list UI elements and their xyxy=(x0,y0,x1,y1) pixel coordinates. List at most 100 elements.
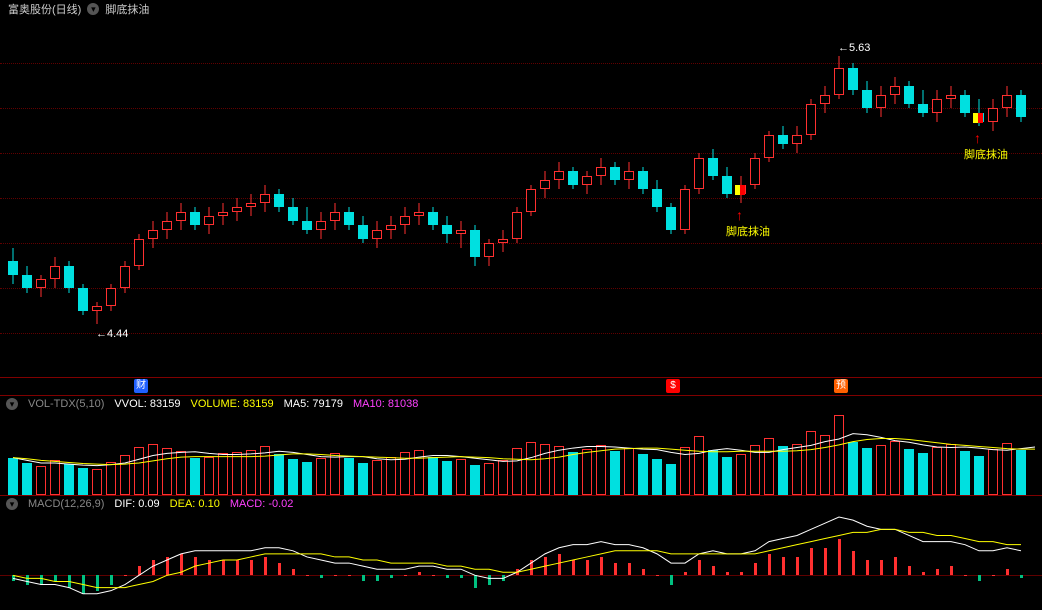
volume-bar xyxy=(834,415,844,495)
volume-bar xyxy=(330,453,340,495)
macd-hist-bar xyxy=(264,557,267,575)
volume-bar xyxy=(596,445,606,495)
event-marker[interactable]: 财 xyxy=(134,379,148,393)
macd-line xyxy=(0,514,1042,606)
macd-hist-bar xyxy=(502,575,505,581)
volume-bar xyxy=(862,448,872,495)
volume-bar xyxy=(134,447,144,495)
volume-bar xyxy=(400,452,410,495)
volume-bar xyxy=(50,460,60,495)
volume-bar xyxy=(904,449,914,495)
macd-hist-bar xyxy=(446,575,449,578)
volume-bar xyxy=(736,454,746,495)
macd-header: ▾ MACD(12,26,9) DIF: 0.09 DEA: 0.10 MACD… xyxy=(0,496,1042,512)
volume-bar xyxy=(876,445,886,495)
macd-hist-bar xyxy=(404,575,407,576)
macd-hist-bar xyxy=(642,569,645,575)
macd-hist-bar xyxy=(712,566,715,575)
volume-bar xyxy=(554,446,564,495)
volume-bar xyxy=(456,459,466,495)
macd-hist-bar xyxy=(222,560,225,575)
high-annotation: ←5.63 xyxy=(838,42,870,54)
volume-bar xyxy=(1016,450,1026,495)
macd-hist-bar xyxy=(208,560,211,575)
vol-label: VOL-TDX(5,10) xyxy=(28,398,104,410)
macd-hist-bar xyxy=(866,560,869,575)
signal-highlight xyxy=(978,113,983,123)
volume-bar xyxy=(22,463,32,495)
signal-highlight xyxy=(740,185,745,195)
macd-zero-line xyxy=(0,575,1042,576)
chevron-down-icon[interactable]: ▾ xyxy=(87,3,99,15)
volume-bar xyxy=(372,460,382,495)
macd-hist-bar xyxy=(894,557,897,575)
macd-hist-bar xyxy=(334,575,337,576)
indicator-name: 脚底抹油 xyxy=(105,1,149,17)
volume-bar xyxy=(722,457,732,495)
volume-bar xyxy=(512,448,522,495)
macd-hist-bar xyxy=(278,563,281,575)
macd-hist-bar xyxy=(656,575,659,576)
volume-bar xyxy=(666,464,676,495)
macd-hist-bar xyxy=(628,563,631,575)
signal-label: 脚底抹油 xyxy=(726,223,770,239)
volume-bar xyxy=(232,452,242,495)
volume-bar xyxy=(246,450,256,495)
price-chart[interactable]: ←4.44←5.63↑脚底抹油↑脚底抹油 xyxy=(0,18,1042,378)
macd-hist-bar xyxy=(586,560,589,575)
low-annotation: ←4.44 xyxy=(96,328,128,340)
volume-bar xyxy=(638,454,648,495)
stock-name: 富奥股份(日线) xyxy=(8,1,81,17)
macd-hist-bar xyxy=(152,560,155,575)
macd-hist-bar xyxy=(922,572,925,575)
macd-hist-bar xyxy=(1006,569,1009,575)
macd-hist-bar xyxy=(292,569,295,575)
event-marker[interactable]: $ xyxy=(666,379,680,393)
macd-hist-bar xyxy=(782,557,785,575)
volume-bar xyxy=(778,446,788,495)
volume-bar xyxy=(652,459,662,495)
event-marker[interactable]: 预 xyxy=(834,379,848,393)
macd-hist-bar xyxy=(418,572,421,575)
macd-hist-bar xyxy=(124,575,127,576)
macd-panel[interactable]: ▾ MACD(12,26,9) DIF: 0.09 DEA: 0.10 MACD… xyxy=(0,496,1042,606)
volume-bar xyxy=(792,444,802,495)
volume-bar xyxy=(568,452,578,495)
volume-bars xyxy=(0,415,1042,495)
volume-bar xyxy=(680,447,690,495)
macd-hist-bar xyxy=(726,572,729,575)
macd-hist-bar xyxy=(474,575,477,587)
volume-bar xyxy=(190,458,200,495)
volume-bar xyxy=(624,448,634,495)
volume-bar xyxy=(92,469,102,495)
volume-bar xyxy=(8,458,18,495)
volume-bar xyxy=(540,444,550,495)
macd-hist-bar xyxy=(880,560,883,575)
chart-header: 富奥股份(日线) ▾ 脚底抹油 xyxy=(0,0,1042,18)
macd-hist-bar xyxy=(754,563,757,575)
volume-bar xyxy=(764,438,774,495)
macd-hist-bar xyxy=(670,575,673,584)
macd-hist-bar xyxy=(236,560,239,575)
volume-bar xyxy=(344,458,354,495)
macd-hist-bar xyxy=(810,548,813,576)
volume-bar xyxy=(428,457,438,495)
macd-hist-bar xyxy=(488,575,491,584)
volume-bar xyxy=(932,447,942,495)
macd-hist-bar xyxy=(12,575,15,581)
macd-hist-bar xyxy=(82,575,85,593)
chevron-down-icon[interactable]: ▾ xyxy=(6,398,18,410)
macd-area xyxy=(0,514,1042,606)
volume-bar xyxy=(204,457,214,495)
macd-dif: DIF: 0.09 xyxy=(114,498,159,510)
volume-panel[interactable]: ▾ VOL-TDX(5,10) VVOL: 83159 VOLUME: 8315… xyxy=(0,396,1042,496)
vol-vvol: VVOL: 83159 xyxy=(114,398,180,410)
vol-ma10: MA10: 81038 xyxy=(353,398,418,410)
chevron-down-icon[interactable]: ▾ xyxy=(6,498,18,510)
macd-hist-bar xyxy=(838,539,841,576)
macd-hist-bar xyxy=(516,569,519,575)
vol-ma5: MA5: 79179 xyxy=(284,398,343,410)
volume-bar xyxy=(988,449,998,495)
volume-bar xyxy=(302,462,312,495)
volume-bar xyxy=(806,431,816,495)
